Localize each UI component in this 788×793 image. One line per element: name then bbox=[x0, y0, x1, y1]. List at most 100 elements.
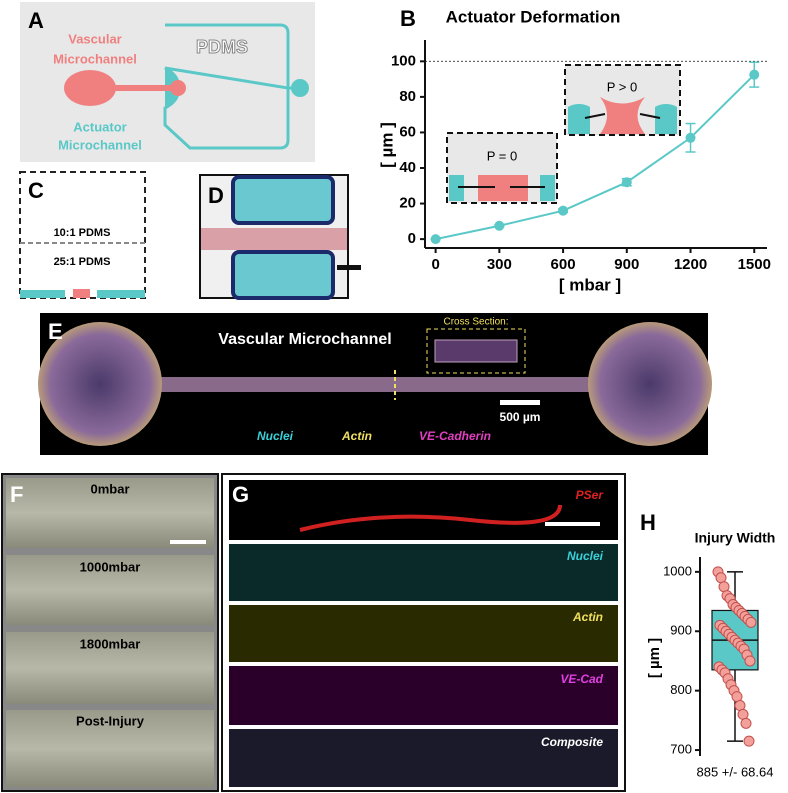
channel-label: Actin bbox=[572, 610, 603, 624]
stain-label: Actin bbox=[341, 429, 372, 443]
arrow bbox=[584, 113, 606, 119]
condition-label: 0mbar bbox=[90, 481, 129, 496]
x-tick-label: 0 bbox=[431, 256, 439, 273]
vascular-port bbox=[64, 70, 116, 106]
panel-d: D bbox=[199, 174, 361, 300]
y-tick-label: 800 bbox=[670, 682, 692, 697]
chart-title: Actuator Deformation bbox=[446, 7, 621, 26]
inset-label: P > 0 bbox=[607, 79, 637, 94]
scale-bar bbox=[545, 522, 600, 526]
y-axis-label: [ µm ] bbox=[646, 638, 663, 678]
scale-bar bbox=[337, 265, 361, 270]
x-tick-label: 600 bbox=[551, 256, 576, 273]
y-tick-label: 100 bbox=[391, 52, 416, 69]
data-point bbox=[744, 655, 756, 667]
channel-label: Nuclei bbox=[567, 549, 604, 563]
panel-e: E Vascular Microchannel Cross Section: 5… bbox=[38, 313, 712, 455]
layer-label: 10:1 PDMS bbox=[54, 227, 111, 239]
x-tick-label: 300 bbox=[487, 256, 512, 273]
y-tick-label: 1000 bbox=[663, 563, 692, 578]
y-axis-label: [ µm ] bbox=[377, 122, 396, 168]
panel-b-insets: P > 0 P = 0 bbox=[446, 64, 681, 204]
x-tick-label: 1500 bbox=[738, 256, 771, 273]
pdms-label: PDMS bbox=[196, 37, 248, 57]
data-point bbox=[685, 132, 696, 143]
vascular-shape bbox=[600, 97, 645, 134]
data-point bbox=[749, 69, 760, 80]
y-tick-label: 80 bbox=[399, 88, 416, 105]
y-tick-label: 40 bbox=[399, 159, 416, 176]
actuator-shape bbox=[568, 104, 590, 134]
condition-label: 1000mbar bbox=[80, 559, 141, 574]
phase-image bbox=[6, 632, 214, 704]
data-point bbox=[621, 177, 632, 188]
channel-image bbox=[229, 480, 618, 540]
panel-label: A bbox=[28, 8, 44, 33]
panel-e-title: Vascular Microchannel bbox=[218, 331, 391, 348]
channel-image bbox=[229, 666, 618, 725]
channel-image bbox=[229, 729, 618, 787]
cross-section-image bbox=[434, 339, 518, 363]
data-point bbox=[743, 735, 755, 747]
vascular-image bbox=[201, 228, 347, 250]
panel-label: D bbox=[208, 183, 224, 208]
caption: 885 +/- 68.64 bbox=[697, 764, 774, 779]
actuator-image bbox=[231, 250, 335, 300]
data-point bbox=[558, 205, 569, 216]
phase-image bbox=[6, 555, 214, 625]
actuator-shape bbox=[449, 175, 464, 201]
channel-image bbox=[229, 544, 618, 601]
x-tick-label: 900 bbox=[614, 256, 639, 273]
vascular-label: Vascular bbox=[68, 31, 122, 46]
scale-label: 500 µm bbox=[500, 410, 541, 424]
panel-label: E bbox=[48, 319, 63, 344]
vascular-label: Microchannel bbox=[53, 51, 137, 66]
actuator-shape bbox=[655, 104, 677, 134]
channel-label: PSer bbox=[576, 488, 605, 502]
data-point bbox=[745, 616, 757, 628]
condition-label: Post-Injury bbox=[76, 713, 145, 728]
data-point bbox=[430, 234, 441, 245]
vascular-section bbox=[73, 289, 90, 298]
panel-c: C 10:1 PDMS 25:1 PDMS bbox=[19, 171, 146, 299]
y-tick-label: 900 bbox=[670, 623, 692, 638]
cross-section-label: Cross Section: bbox=[443, 317, 508, 328]
actuator-image bbox=[231, 175, 335, 225]
port-image bbox=[588, 322, 712, 446]
cross-section-box bbox=[426, 328, 526, 374]
panel-label: H bbox=[640, 510, 656, 535]
stain-label: Nuclei bbox=[257, 429, 294, 443]
actuator-section bbox=[97, 290, 145, 298]
stain-label: VE-Cadherin bbox=[419, 429, 491, 443]
data-point bbox=[494, 220, 505, 231]
scale-bar bbox=[500, 400, 540, 405]
panel-g: G PSer Nuclei Actin VE-Cad Composite bbox=[221, 473, 626, 792]
port-image bbox=[38, 322, 162, 446]
channel-label: VE-Cad bbox=[560, 672, 603, 686]
scale-bar bbox=[170, 540, 206, 544]
panel-f: F 0mbar 1000mbar 1800mbar Post-Injury bbox=[1, 473, 219, 792]
condition-label: 1800mbar bbox=[80, 636, 141, 651]
actuator-section bbox=[20, 290, 65, 298]
panel-label: G bbox=[232, 482, 249, 507]
x-tick-label: 1200 bbox=[674, 256, 707, 273]
y-tick-label: 20 bbox=[399, 195, 416, 212]
vascular-channel bbox=[110, 85, 172, 91]
actuator-label: Actuator bbox=[73, 119, 126, 134]
actuator-port bbox=[291, 79, 309, 97]
x-axis-label: [ mbar ] bbox=[559, 275, 621, 294]
pser-signal bbox=[299, 504, 562, 532]
layer-label: 25:1 PDMS bbox=[54, 256, 111, 268]
channel-image bbox=[229, 605, 618, 662]
y-tick-label: 0 bbox=[408, 230, 416, 247]
chart-title: Injury Width bbox=[695, 530, 776, 546]
panel-label: C bbox=[28, 178, 44, 203]
phase-image bbox=[6, 478, 214, 548]
panel-label: B bbox=[400, 6, 416, 31]
y-tick-label: 700 bbox=[670, 741, 692, 756]
panel-label: F bbox=[10, 482, 23, 507]
channel-image bbox=[150, 377, 600, 392]
arrow bbox=[639, 113, 661, 119]
